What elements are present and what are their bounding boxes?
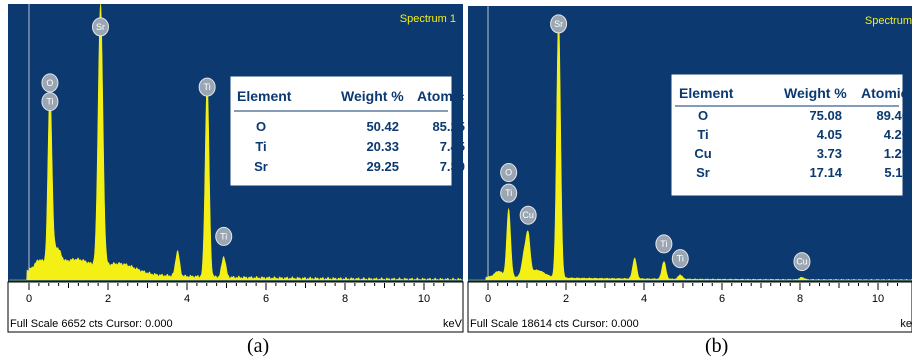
- footer-text-a: Full Scale 6652 cts Cursor: 0.000: [10, 318, 173, 330]
- peak-label: Ti: [198, 77, 216, 97]
- table-box: [670, 73, 904, 197]
- table-cell: O: [256, 119, 266, 134]
- spectrum-title-a: Spectrum 1: [400, 13, 456, 25]
- table-cell: 3.73: [817, 146, 842, 161]
- peak-label: Ti: [655, 234, 673, 254]
- table-cell: Sr: [696, 165, 710, 180]
- svg-text:Ti: Ti: [220, 231, 227, 241]
- svg-text:Ti: Ti: [505, 188, 512, 198]
- spectrum-group-a: [9, 3, 464, 281]
- footer-text-b: Full Scale 18614 cts Cursor: 0.000: [470, 318, 639, 330]
- table-cell: 29.25: [366, 159, 399, 174]
- peak-label: Sr: [550, 14, 568, 34]
- table-cell: O: [698, 108, 708, 123]
- spectrum-title-b: Spectrum: [865, 15, 912, 27]
- table-cell: 1.29: [884, 146, 909, 161]
- svg-text:Cu: Cu: [522, 210, 534, 220]
- x-tick-label: 0: [26, 293, 32, 305]
- peak-label: O: [41, 73, 59, 93]
- x-tick-label: 0: [485, 293, 491, 305]
- spectrum-chart-a: Sr O Ti Ti Ti Spectrum 1 Element Weight % Atom…: [7, 3, 466, 333]
- table-header: Atomic %: [861, 85, 912, 101]
- spectrum-curve: [9, 3, 464, 281]
- svg-text:Cu: Cu: [796, 257, 808, 267]
- peak-label: Ti: [500, 183, 518, 203]
- table-cell: 7.30: [440, 159, 465, 174]
- table-cell: Cu: [694, 146, 711, 161]
- x-tick-label: 2: [563, 293, 569, 305]
- x-tick-label: 6: [263, 293, 269, 305]
- composition-table-b: Element Weight % Atomic % O 75.08 89.40 Ti 4.05…: [670, 73, 912, 197]
- table-cell: 7.45: [440, 139, 465, 154]
- svg-text:O: O: [505, 168, 512, 178]
- svg-text:Ti: Ti: [204, 82, 211, 92]
- table-box: [229, 75, 453, 187]
- table-header: Weight %: [784, 85, 847, 101]
- x-axis-a: 0 2 4 6 8 10: [26, 283, 445, 305]
- x-tick-label: 10: [872, 293, 884, 305]
- table-header: Element: [237, 88, 292, 104]
- svg-text:O: O: [46, 78, 53, 88]
- axis-strip-b: [467, 281, 912, 333]
- panel-caption-b: (b): [705, 335, 729, 357]
- svg-text:Ti: Ti: [46, 97, 53, 107]
- x-tick-label: 4: [641, 293, 647, 305]
- x-tick-label: 6: [719, 293, 725, 305]
- peak-labels-a: Sr O Ti Ti Ti: [41, 17, 233, 246]
- composition-table-a: Element Weight % Atomic % O 50.42 85.25 Ti 20.3…: [229, 75, 466, 187]
- table-cell: Ti: [255, 139, 266, 154]
- peak-label: Ti: [671, 249, 689, 269]
- table-header: Atomic %: [417, 88, 466, 104]
- table-cell: Ti: [697, 127, 708, 142]
- table-cell: Sr: [254, 159, 268, 174]
- x-tick-label: 4: [184, 293, 190, 305]
- spectrum-group-b: [468, 6, 912, 281]
- spectrum-chart-b: Sr O Ti Cu Ti Ti Cu Spectrum Element Weight % At…: [467, 6, 912, 333]
- svg-text:Sr: Sr: [96, 22, 105, 32]
- peak-label: Ti: [215, 226, 233, 246]
- table-cell: 4.05: [817, 127, 842, 142]
- svg-text:Ti: Ti: [677, 254, 684, 264]
- peak-label: Cu: [519, 205, 537, 225]
- table-cell: 20.33: [366, 139, 399, 154]
- table-cell: 50.42: [366, 119, 399, 134]
- x-unit-b: ke: [900, 318, 912, 330]
- spectrum-curve: [468, 15, 912, 281]
- table-cell: 85.25: [432, 119, 465, 134]
- x-tick-label: 8: [797, 293, 803, 305]
- svg-text:Ti: Ti: [660, 239, 667, 249]
- x-tick-label: 8: [342, 293, 348, 305]
- table-cell: 75.08: [809, 108, 842, 123]
- table-cell: 17.14: [809, 165, 842, 180]
- table-cell: 89.40: [876, 108, 909, 123]
- table-header: Weight %: [341, 88, 404, 104]
- x-tick-label: 10: [418, 293, 430, 305]
- x-axis-b: 0 2 4 6 8 10: [485, 283, 898, 305]
- x-unit-a: keV: [443, 318, 463, 330]
- peak-label: Ti: [41, 92, 59, 112]
- peak-label: Sr: [91, 17, 109, 37]
- peak-label: Cu: [793, 252, 811, 272]
- peak-label: O: [500, 163, 518, 183]
- x-tick-label: 2: [105, 293, 111, 305]
- spectrum-panel-a: Sr O Ti Ti Ti Spectrum 1 Element Weight % Atom…: [0, 0, 466, 335]
- spectrum-panel-b: Sr O Ti Cu Ti Ti Cu Spectrum Element Weight % At…: [466, 0, 912, 335]
- table-header: Element: [679, 85, 734, 101]
- svg-text:Sr: Sr: [554, 19, 563, 29]
- peak-labels-b: Sr O Ti Cu Ti Ti Cu: [500, 14, 811, 272]
- panel-caption-a: (a): [247, 335, 270, 357]
- table-cell: 4.20: [884, 127, 909, 142]
- axis-strip-a: [7, 281, 464, 333]
- table-cell: 5.11: [884, 165, 909, 180]
